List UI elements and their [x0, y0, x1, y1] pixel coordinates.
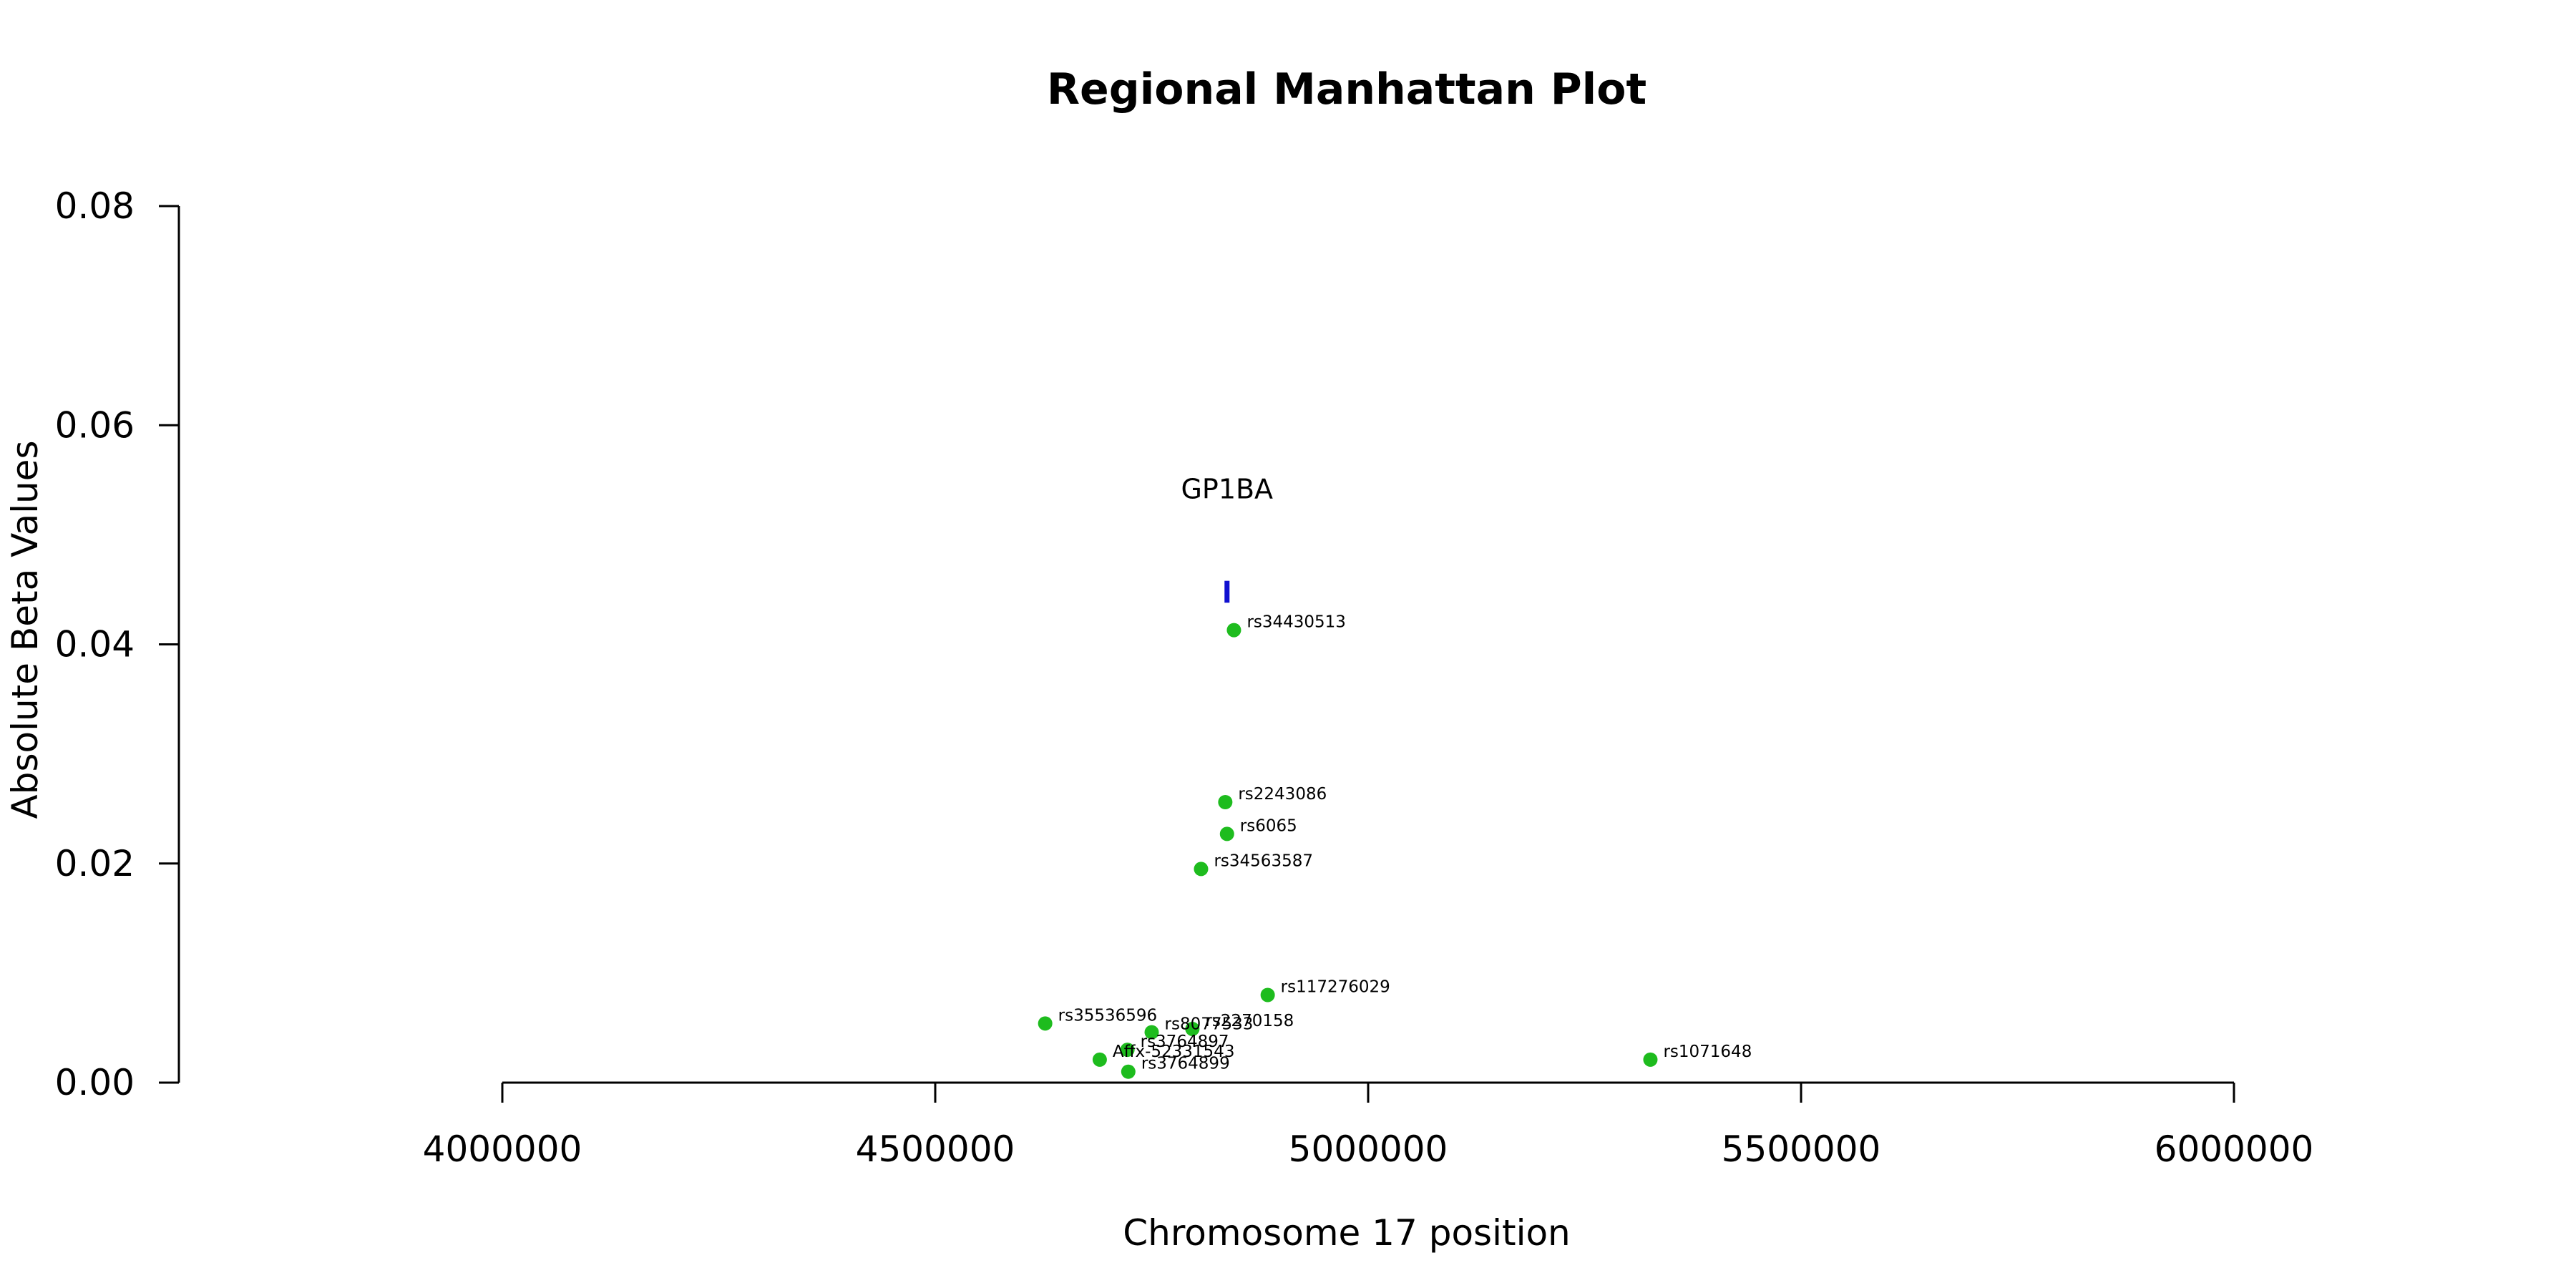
data-point: [1092, 1052, 1107, 1067]
data-point: [1038, 1016, 1053, 1031]
x-axis-label: Chromosome 17 position: [1123, 1212, 1571, 1254]
x-tick-label: 6000000: [2155, 1128, 2314, 1170]
y-tick-label: 0.06: [55, 404, 135, 446]
point-label: rs2243086: [1238, 785, 1327, 804]
data-point: [1120, 1043, 1135, 1058]
data-point: [1121, 1064, 1136, 1079]
data-point: [1194, 862, 1209, 877]
point-label: rs3764897: [1141, 1033, 1229, 1051]
point-label: rs34430513: [1246, 613, 1346, 632]
point-label: rs2270158: [1205, 1012, 1294, 1030]
y-axis: 0.00 0.02 0.04 0.06 0.08: [55, 185, 180, 1103]
data-point: [1218, 795, 1233, 809]
point-label: rs35536596: [1058, 1006, 1158, 1025]
gene-label: GP1BA: [1181, 474, 1273, 505]
x-tick-label: 5500000: [1722, 1128, 1881, 1170]
y-axis-label: Absolute Beta Values: [4, 441, 46, 819]
y-tick-label: 0.02: [55, 843, 135, 884]
data-point: [1144, 1025, 1159, 1040]
x-tick-label: 4500000: [856, 1128, 1015, 1170]
x-axis: 4000000 4500000 5000000 5500000 6000000: [423, 1081, 2314, 1170]
data-point: [1260, 987, 1275, 1002]
point-label: rs8077533: [1165, 1015, 1254, 1034]
data-point: [1185, 1021, 1200, 1036]
point-label: rs1071648: [1663, 1043, 1752, 1061]
y-tick-label: 0.00: [55, 1062, 135, 1103]
chart-title: Regional Manhattan Plot: [1047, 64, 1646, 114]
point-label: rs6065: [1240, 816, 1297, 835]
data-point: [1226, 623, 1241, 638]
x-tick-label: 5000000: [1289, 1128, 1448, 1170]
point-label: rs3764899: [1141, 1055, 1230, 1073]
point-label: rs34563587: [1214, 852, 1313, 870]
point-label: rs117276029: [1281, 978, 1390, 997]
x-tick-label: 4000000: [423, 1128, 582, 1170]
point-labels: rs34430513 rs2243086 rs6065 rs34563587 rs117…: [1058, 613, 1752, 1073]
data-points: [1038, 623, 1658, 1079]
gene-markers: GP1BA: [1181, 474, 1273, 603]
y-tick-label: 0.08: [55, 185, 135, 227]
data-point: [1643, 1052, 1658, 1067]
point-label: Affx-52331543: [1113, 1043, 1235, 1061]
y-tick-label: 0.04: [55, 624, 135, 665]
data-point: [1219, 826, 1234, 841]
